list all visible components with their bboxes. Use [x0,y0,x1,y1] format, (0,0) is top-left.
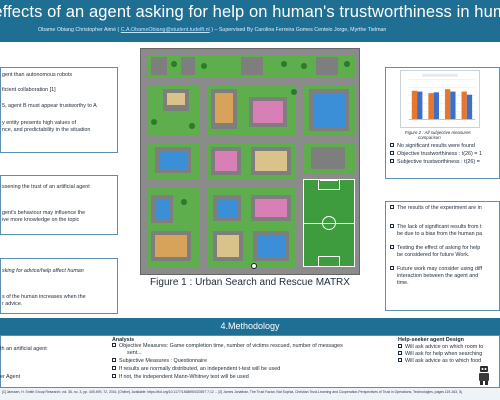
chart-bar-s0-c3 [461,91,467,120]
chart-bar-s0-c0 [411,90,418,120]
helper-bullet-2: Will ask for help when searching [398,351,482,358]
background-line-2: ficient collaboration [1] [2,87,56,93]
helper-design-title: Help-seeker agent Design [398,337,464,343]
checkbox-icon [112,374,116,378]
conclusion-bullet-3-cont: be considered for future Work. [397,252,470,258]
results-figure-caption-1: Figure 2 : All subjective measures [405,130,471,135]
checkbox-icon [390,224,394,228]
analysis-bullet-2: Subjective Measures : Questionnaire [112,358,207,365]
chart-bar-s1-c3 [466,94,473,120]
checkbox-icon [390,205,394,209]
poster-title: The effects of an agent asking for help … [0,3,500,22]
checkbox-icon [112,358,116,362]
results-chart [400,70,480,128]
title-bar [0,0,500,42]
helper-bullet-3: Will ask advice as to which food [398,358,481,365]
analysis-title: Analysis [112,337,135,343]
research-question-line-1: sking for advice/help affect human [2,268,84,274]
analysis-bullet-1-cont: sent... [127,350,142,356]
conclusion-panel [385,201,500,311]
background-line-1: gent than autonomous robots [2,72,73,78]
chart-bar-s0-c2 [444,89,451,120]
robot-logo-icon [479,366,489,385]
methodology-panel [0,335,500,388]
conclusion-bullet-4: Future work may consider using diff [390,266,482,273]
results-bullet-3: Subjective trustworthiness : t(26) = [390,159,480,166]
results-bullet-1: No significant results were found [390,143,475,150]
chart-bars [408,89,476,120]
conclusion-bullet-4-cont-2: time. [397,280,409,286]
checkbox-icon [398,358,402,362]
background-panel [0,67,118,153]
poster-title-text: The effects of an agent asking for help … [0,3,500,21]
matrx-map [140,48,360,275]
results-bullet-2: Objective trustworthiness : t(26) = 1 [390,151,482,158]
references-footer [0,388,500,400]
problem-line-3: ive more knowledge on the topic [2,217,80,223]
problem-panel [0,175,118,235]
chart-bar-s1-c1 [433,92,439,120]
checkbox-icon [398,351,402,355]
conclusion-bullet-4-cont-1: interaction between the agent and [397,273,479,279]
author-email-link[interactable]: C.A.ObameObiang@student.tudelft.nl [120,27,210,33]
background-line-5: nce, and predictability in the situation [2,127,91,133]
background-line-4: y entity presents high values of [2,120,77,126]
map-caption: Figure 1 : Urban Search and Rescue MATRX [150,277,350,288]
football-field [303,179,355,267]
poster-authors: Obame Obiang Christopher Aimé ( C.A.Obam… [38,27,387,33]
analysis-bullet-1: Objective Measures: Game completion time… [112,343,343,350]
checkbox-icon [398,344,402,348]
conclusion-bullet-3: Testing the effect of asking for help [390,245,480,252]
checkbox-icon [390,245,394,249]
analysis-bullet-3: If results are normally distributed, an … [112,366,280,373]
chart-bar-s0-c1 [428,93,434,120]
chart-bar-s1-c2 [450,91,456,120]
problem-line-1: ssening the trust of an artificial agent [2,184,90,190]
methodology-left-line-2: th an artificial agent [0,346,47,352]
ball-icon [251,263,257,269]
conclusion-bullet-2: The lack of significant results from t [390,224,481,231]
conclusion-bullet-1: The results of the experiment are in [390,205,482,212]
methodology-heading: 4.Methodology [0,318,500,335]
checkbox-icon [390,159,394,163]
conclusion-bullet-2-cont: be due to a bias from the human pa [397,231,483,237]
analysis-bullet-4: If not, the independent Mann-Whitney tes… [112,374,249,381]
checkbox-icon [390,151,394,155]
checkbox-icon [390,143,394,147]
methodology-left-line-5: er Agent [0,374,21,380]
problem-line-2: gent's behaviour may influence the [2,210,86,216]
chart-legend [422,73,458,77]
chart-bar-s1-c0 [417,91,423,120]
checkbox-icon [390,266,394,270]
references-text: [1] Janssen, H. Smith Group Research; vo… [2,390,462,394]
results-figure-caption-2: comparison [418,135,441,140]
background-line-3: 5, agent B must appear trustworthy to A [2,103,97,109]
helper-bullet-1: Will ask advice on which room to [398,344,483,351]
checkbox-icon [112,366,116,370]
research-question-line-3: r advice. [2,301,23,307]
research-question-panel [0,258,118,314]
research-question-line-2: s of the human increases when the [2,294,86,300]
checkbox-icon [112,343,116,347]
